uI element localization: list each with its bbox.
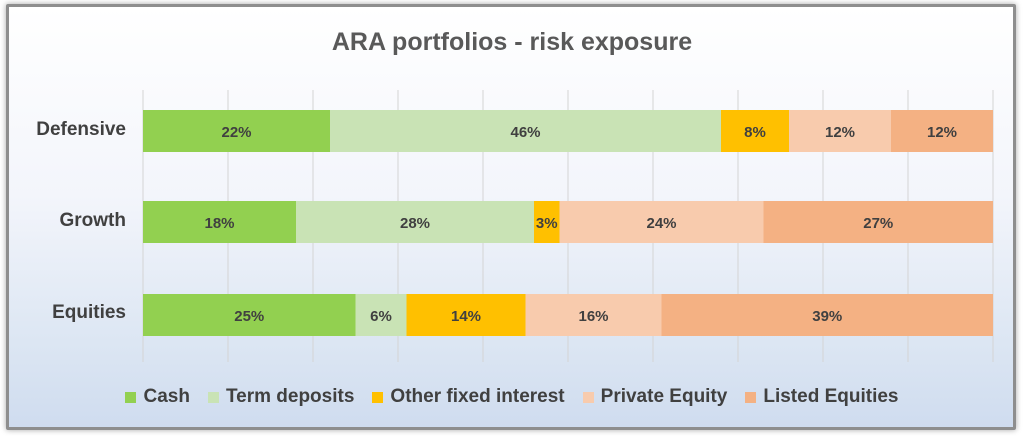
data-label-defensive-term-deposits: 46% — [510, 124, 540, 141]
bar-growth-other-fixed-interest — [534, 201, 560, 243]
data-label-defensive-other-fixed-interest: 8% — [744, 124, 766, 141]
legend-label-other-fixed-interest: Other fixed interest — [390, 386, 565, 407]
category-label-growth: Growth — [59, 210, 127, 231]
data-label-equities-cash: 25% — [234, 308, 264, 325]
legend-swatch-listed-equities — [745, 391, 757, 403]
data-label-equities-term-deposits: 6% — [370, 308, 392, 325]
data-label-growth-other-fixed-interest: 3% — [536, 215, 558, 232]
bar-defensive-cash — [143, 110, 330, 152]
bar-defensive-other-fixed-interest — [721, 110, 789, 152]
data-label-defensive-cash: 22% — [221, 124, 251, 141]
legend-item-listed-equities: Listed Equities — [745, 386, 899, 408]
chart-title: ARA portfolios - risk exposure — [331, 28, 693, 56]
data-label-growth-term-deposits: 28% — [400, 215, 430, 232]
legend-swatch-cash — [125, 391, 137, 403]
bar-growth-cash — [143, 201, 296, 243]
legend-swatch-term-deposits — [207, 391, 219, 403]
bar-defensive-listed-equities — [891, 110, 993, 152]
bar-defensive-term-deposits — [330, 110, 721, 152]
data-label-equities-listed-equities: 39% — [812, 308, 842, 325]
bar-equities-private-equity — [525, 294, 662, 336]
legend-label-term-deposits: Term deposits — [225, 386, 355, 407]
bar-equities-listed-equities — [661, 294, 993, 336]
bar-growth-term-deposits — [296, 201, 534, 243]
bar-equities-other-fixed-interest — [406, 294, 526, 336]
bar-growth-listed-equities — [763, 201, 993, 243]
chart-legend: Cash Term deposits Other fixed interest … — [0, 386, 1024, 408]
data-label-growth-private-equity: 24% — [646, 215, 676, 232]
bar-growth-private-equity — [559, 201, 764, 243]
data-label-growth-cash: 18% — [204, 215, 234, 232]
category-label-defensive: Defensive — [36, 119, 126, 140]
legend-item-cash: Cash — [125, 386, 190, 408]
legend-swatch-other-fixed-interest — [372, 391, 384, 403]
data-label-equities-private-equity: 16% — [578, 308, 608, 325]
data-label-defensive-private-equity: 12% — [825, 124, 855, 141]
legend-item-private-equity: Private Equity — [582, 386, 728, 408]
data-label-growth-listed-equities: 27% — [863, 215, 893, 232]
bar-equities-term-deposits — [355, 294, 407, 336]
legend-item-other-fixed-interest: Other fixed interest — [372, 386, 565, 408]
legend-label-listed-equities: Listed Equities — [763, 386, 899, 407]
legend-label-private-equity: Private Equity — [600, 386, 728, 407]
legend-label-cash: Cash — [143, 386, 190, 407]
bar-equities-cash — [143, 294, 356, 336]
legend-swatch-private-equity — [582, 391, 594, 403]
category-label-equities: Equities — [52, 302, 126, 323]
legend-item-term-deposits: Term deposits — [207, 386, 355, 408]
bar-defensive-private-equity — [789, 110, 891, 152]
data-label-equities-other-fixed-interest: 14% — [451, 308, 481, 325]
data-label-defensive-listed-equities: 12% — [927, 124, 957, 141]
